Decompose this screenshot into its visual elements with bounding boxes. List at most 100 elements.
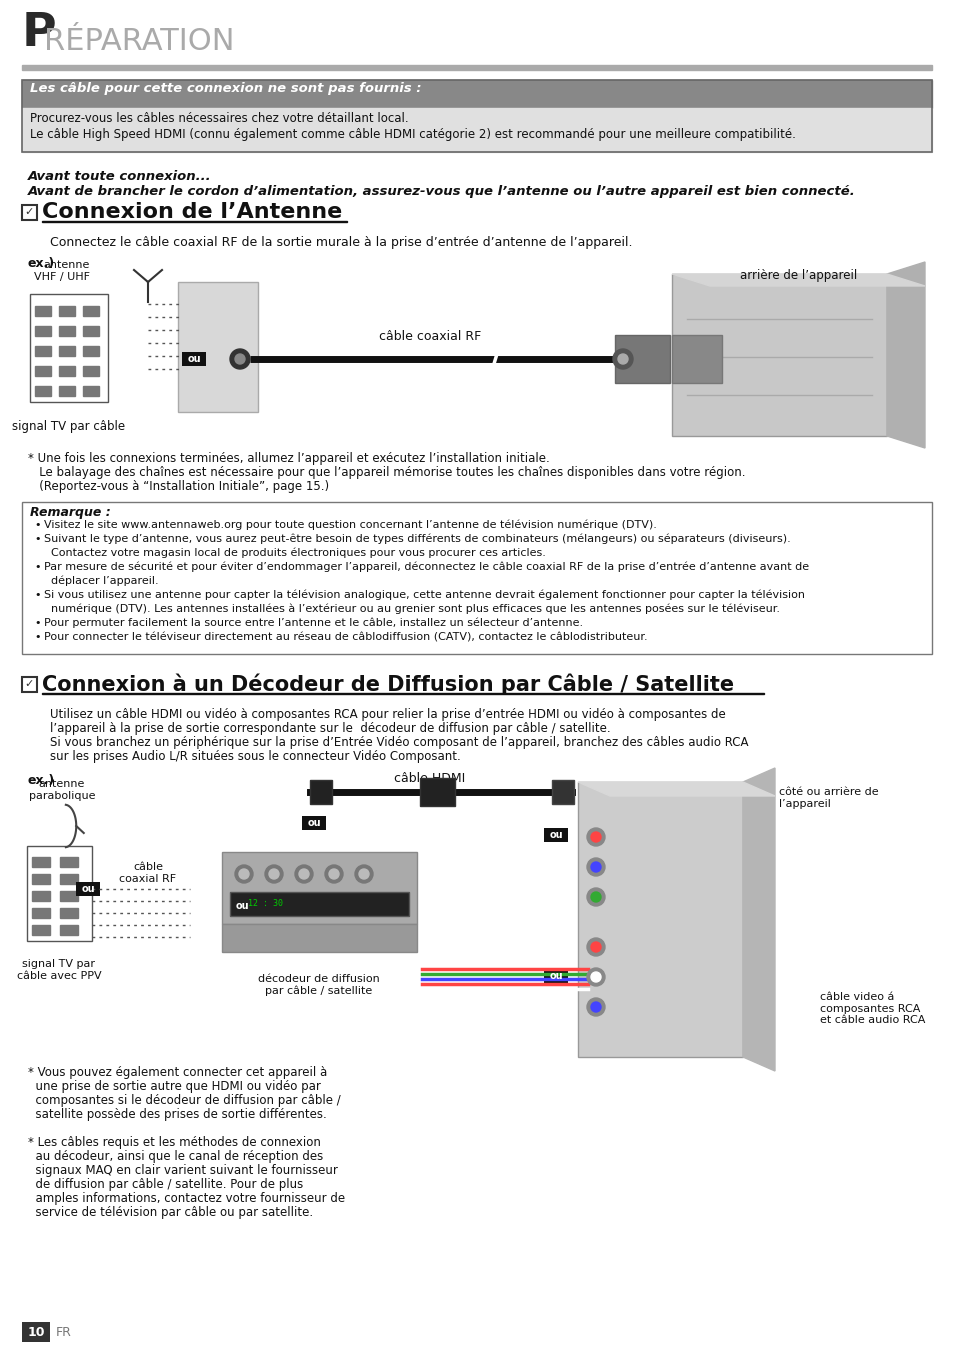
Bar xyxy=(22,205,37,220)
Text: RÉPARATION: RÉPARATION xyxy=(44,27,234,57)
Bar xyxy=(27,847,91,941)
Polygon shape xyxy=(886,262,924,448)
Circle shape xyxy=(613,349,633,369)
Bar xyxy=(59,367,75,376)
Circle shape xyxy=(329,869,338,879)
Bar xyxy=(83,346,99,356)
Bar xyxy=(42,693,763,694)
Circle shape xyxy=(590,861,600,872)
Bar xyxy=(32,874,50,884)
Text: Avant toute connexion...: Avant toute connexion... xyxy=(28,170,212,183)
Text: FR: FR xyxy=(56,1325,71,1339)
Bar xyxy=(32,891,50,900)
Circle shape xyxy=(234,865,253,883)
Bar xyxy=(178,282,257,412)
Text: Si vous utilisez une antenne pour capter la télévision analogique, cette antenne: Si vous utilisez une antenne pour capter… xyxy=(44,590,804,600)
Text: arrière de l’appareil: arrière de l’appareil xyxy=(740,270,857,282)
Circle shape xyxy=(586,968,604,985)
Bar xyxy=(32,925,50,936)
Polygon shape xyxy=(671,274,924,286)
Text: Remarque :: Remarque : xyxy=(30,506,111,519)
Text: Par mesure de sécurité et pour éviter d’endommager l’appareil, déconnectez le câ: Par mesure de sécurité et pour éviter d’… xyxy=(44,562,808,573)
Bar xyxy=(59,306,75,315)
Text: câble HDMI: câble HDMI xyxy=(394,772,465,785)
Bar xyxy=(22,501,931,654)
Text: numérique (DTV). Les antennes installées à l’extérieur ou au grenier sont plus e: numérique (DTV). Les antennes installées… xyxy=(44,604,780,615)
Bar xyxy=(30,294,108,402)
Circle shape xyxy=(586,998,604,1016)
Text: •: • xyxy=(34,520,40,530)
Text: une prise de sortie autre que HDMI ou vidéo par: une prise de sortie autre que HDMI ou vi… xyxy=(28,1080,320,1093)
Circle shape xyxy=(239,869,249,879)
Text: * Une fois les connexions terminées, allumez l’appareil et exécutez l’installati: * Une fois les connexions terminées, all… xyxy=(28,452,549,465)
Text: ou: ou xyxy=(187,355,200,364)
Circle shape xyxy=(294,865,313,883)
Text: * Vous pouvez également connecter cet appareil à: * Vous pouvez également connecter cet ap… xyxy=(28,1066,327,1078)
Text: décodeur de diffusion
par câble / satellite: décodeur de diffusion par câble / satell… xyxy=(258,975,379,996)
Bar xyxy=(182,352,206,367)
Text: P: P xyxy=(22,11,56,57)
Bar xyxy=(22,80,931,152)
Text: Connectez le câble coaxial RF de la sortie murale à la prise d’entrée d’antenne : Connectez le câble coaxial RF de la sort… xyxy=(50,236,632,249)
Text: antenne
VHF / UHF: antenne VHF / UHF xyxy=(34,260,90,282)
Bar xyxy=(552,780,574,803)
Text: ex.): ex.) xyxy=(28,774,55,787)
Text: service de télévision par câble ou par satellite.: service de télévision par câble ou par s… xyxy=(28,1206,313,1219)
Bar xyxy=(22,65,931,70)
Bar xyxy=(543,969,567,983)
Bar xyxy=(35,367,51,376)
Text: * Les câbles requis et les méthodes de connexion: * Les câbles requis et les méthodes de c… xyxy=(28,1136,320,1148)
Circle shape xyxy=(590,972,600,981)
Bar xyxy=(615,336,669,383)
Bar xyxy=(230,899,253,913)
Text: signal TV par
câble avec PPV: signal TV par câble avec PPV xyxy=(16,958,101,980)
Bar xyxy=(60,891,78,900)
Bar xyxy=(671,336,721,383)
Circle shape xyxy=(234,355,245,364)
Bar xyxy=(60,925,78,936)
Text: 10: 10 xyxy=(28,1325,45,1339)
Circle shape xyxy=(265,865,283,883)
Circle shape xyxy=(325,865,343,883)
Circle shape xyxy=(590,942,600,952)
Text: Pour connecter le téléviseur directement au réseau de câblodiffusion (CATV), con: Pour connecter le téléviseur directement… xyxy=(44,632,647,642)
Bar xyxy=(59,346,75,356)
Polygon shape xyxy=(578,782,774,797)
Text: signaux MAQ en clair varient suivant le fournisseur: signaux MAQ en clair varient suivant le … xyxy=(28,1165,337,1177)
Text: au décodeur, ainsi que le canal de réception des: au décodeur, ainsi que le canal de récep… xyxy=(28,1150,323,1163)
Text: (Reportez-vous à “Installation Initiale”, page 15.): (Reportez-vous à “Installation Initiale”… xyxy=(28,480,329,493)
Bar xyxy=(83,386,99,396)
Text: Connexion de l’Antenne: Connexion de l’Antenne xyxy=(42,202,342,222)
Text: Les câble pour cette connexion ne sont pas fournis :: Les câble pour cette connexion ne sont p… xyxy=(30,82,421,94)
Bar xyxy=(22,80,931,108)
Bar xyxy=(59,326,75,336)
Text: 12 : 30: 12 : 30 xyxy=(237,899,283,909)
Bar xyxy=(671,274,886,435)
Bar xyxy=(22,108,931,152)
Circle shape xyxy=(230,349,250,369)
Circle shape xyxy=(298,869,309,879)
Text: ou: ou xyxy=(235,900,249,911)
Text: amples informations, contactez votre fournisseur de: amples informations, contactez votre fou… xyxy=(28,1192,345,1205)
Text: câble
coaxial RF: câble coaxial RF xyxy=(119,861,176,883)
Circle shape xyxy=(269,869,278,879)
Bar xyxy=(32,857,50,867)
Circle shape xyxy=(355,865,373,883)
Text: •: • xyxy=(34,617,40,628)
Circle shape xyxy=(586,857,604,876)
Bar xyxy=(310,780,332,803)
Text: l’appareil à la prise de sortie correspondante sur le  décodeur de diffusion par: l’appareil à la prise de sortie correspo… xyxy=(50,723,610,735)
Circle shape xyxy=(586,888,604,906)
Bar xyxy=(42,221,347,222)
Text: composantes si le décodeur de diffusion par câble /: composantes si le décodeur de diffusion … xyxy=(28,1095,340,1107)
Text: Contactez votre magasin local de produits électroniques pour vous procurer ces a: Contactez votre magasin local de produit… xyxy=(44,549,545,558)
Text: Suivant le type d’antenne, vous aurez peut-être besoin de types différents de co: Suivant le type d’antenne, vous aurez pe… xyxy=(44,534,790,545)
Text: de diffusion par câble / satellite. Pour de plus: de diffusion par câble / satellite. Pour… xyxy=(28,1178,303,1192)
Text: •: • xyxy=(34,534,40,545)
Text: déplacer l’appareil.: déplacer l’appareil. xyxy=(44,576,158,586)
Text: Si vous branchez un périphérique sur la prise d’Entrée Vidéo composant de l’appa: Si vous branchez un périphérique sur la … xyxy=(50,736,748,749)
Bar xyxy=(35,326,51,336)
Bar xyxy=(543,828,567,842)
Bar xyxy=(419,778,455,806)
Text: ou: ou xyxy=(549,830,562,840)
